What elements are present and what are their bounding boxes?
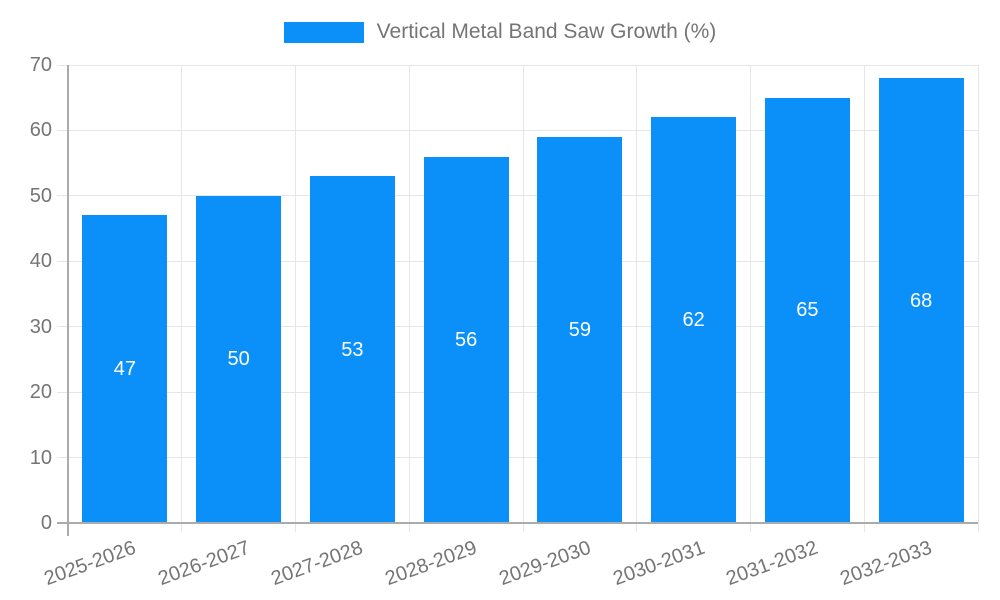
bar[interactable] bbox=[423, 156, 509, 523]
y-axis-tick-label: 40 bbox=[29, 250, 52, 273]
bar[interactable] bbox=[196, 195, 282, 523]
x-gridline bbox=[408, 65, 410, 523]
bar-value-label: 50 bbox=[227, 348, 250, 371]
x-axis-tick-label: 2029-2030 bbox=[496, 536, 594, 591]
x-tick bbox=[522, 523, 524, 532]
x-gridline bbox=[863, 65, 865, 523]
y-axis-tick-label: 30 bbox=[29, 315, 52, 338]
legend[interactable]: Vertical Metal Band Saw Growth (%) bbox=[0, 19, 1000, 45]
x-gridline bbox=[750, 65, 751, 523]
y-tick bbox=[57, 64, 68, 66]
x-axis-tick-label: 2032-2033 bbox=[837, 536, 935, 591]
x-axis-tick-label: 2031-2032 bbox=[723, 536, 822, 591]
x-tick bbox=[181, 523, 183, 532]
y-tick bbox=[57, 260, 68, 262]
y-axis-tick-label: 0 bbox=[40, 512, 52, 534]
bar-value-label: 65 bbox=[796, 299, 819, 322]
legend-swatch bbox=[283, 21, 364, 43]
x-gridline bbox=[636, 65, 638, 523]
y-axis-tick-label: 60 bbox=[29, 119, 52, 142]
y-axis-tick-label: 50 bbox=[29, 184, 52, 207]
x-tick bbox=[863, 523, 865, 532]
x-tick bbox=[750, 523, 751, 532]
x-tick bbox=[977, 523, 979, 532]
bar-value-label: 62 bbox=[682, 309, 705, 332]
y-tick bbox=[57, 129, 68, 131]
x-gridline bbox=[522, 65, 524, 523]
x-axis-tick-label: 2025-2026 bbox=[41, 536, 139, 591]
bar-value-label: 56 bbox=[455, 328, 478, 351]
y-axis-line bbox=[67, 65, 69, 536]
x-tick bbox=[295, 523, 296, 532]
bar[interactable] bbox=[651, 117, 737, 523]
bar-value-label: 68 bbox=[910, 289, 933, 312]
y-tick bbox=[57, 457, 68, 459]
legend-title: Vertical Metal Band Saw Growth (%) bbox=[376, 20, 717, 43]
y-axis-tick-label: 10 bbox=[29, 446, 52, 469]
bar[interactable] bbox=[537, 136, 623, 523]
bar-value-label: 47 bbox=[113, 358, 136, 381]
y-axis-tick-label: 20 bbox=[29, 381, 52, 404]
x-axis-line bbox=[57, 522, 978, 524]
bar[interactable] bbox=[82, 215, 168, 523]
bar[interactable] bbox=[764, 97, 850, 523]
x-axis-tick-label: 2028-2029 bbox=[382, 536, 480, 591]
y-tick bbox=[57, 326, 68, 328]
x-tick bbox=[408, 523, 410, 532]
bar[interactable] bbox=[878, 78, 964, 523]
bar[interactable] bbox=[309, 176, 395, 523]
bar-value-label: 53 bbox=[341, 338, 364, 361]
bar-value-label: 59 bbox=[568, 318, 591, 341]
x-tick bbox=[636, 523, 638, 532]
y-tick bbox=[57, 391, 68, 393]
x-axis-tick-label: 2026-2027 bbox=[154, 536, 253, 591]
x-axis-tick-label: 2030-2031 bbox=[609, 536, 708, 591]
y-axis-tick-label: 70 bbox=[29, 54, 52, 76]
x-axis-tick-label: 2027-2028 bbox=[268, 536, 367, 591]
x-gridline bbox=[977, 65, 979, 523]
x-gridline bbox=[181, 65, 183, 523]
y-tick bbox=[57, 195, 68, 197]
x-gridline bbox=[295, 65, 296, 523]
